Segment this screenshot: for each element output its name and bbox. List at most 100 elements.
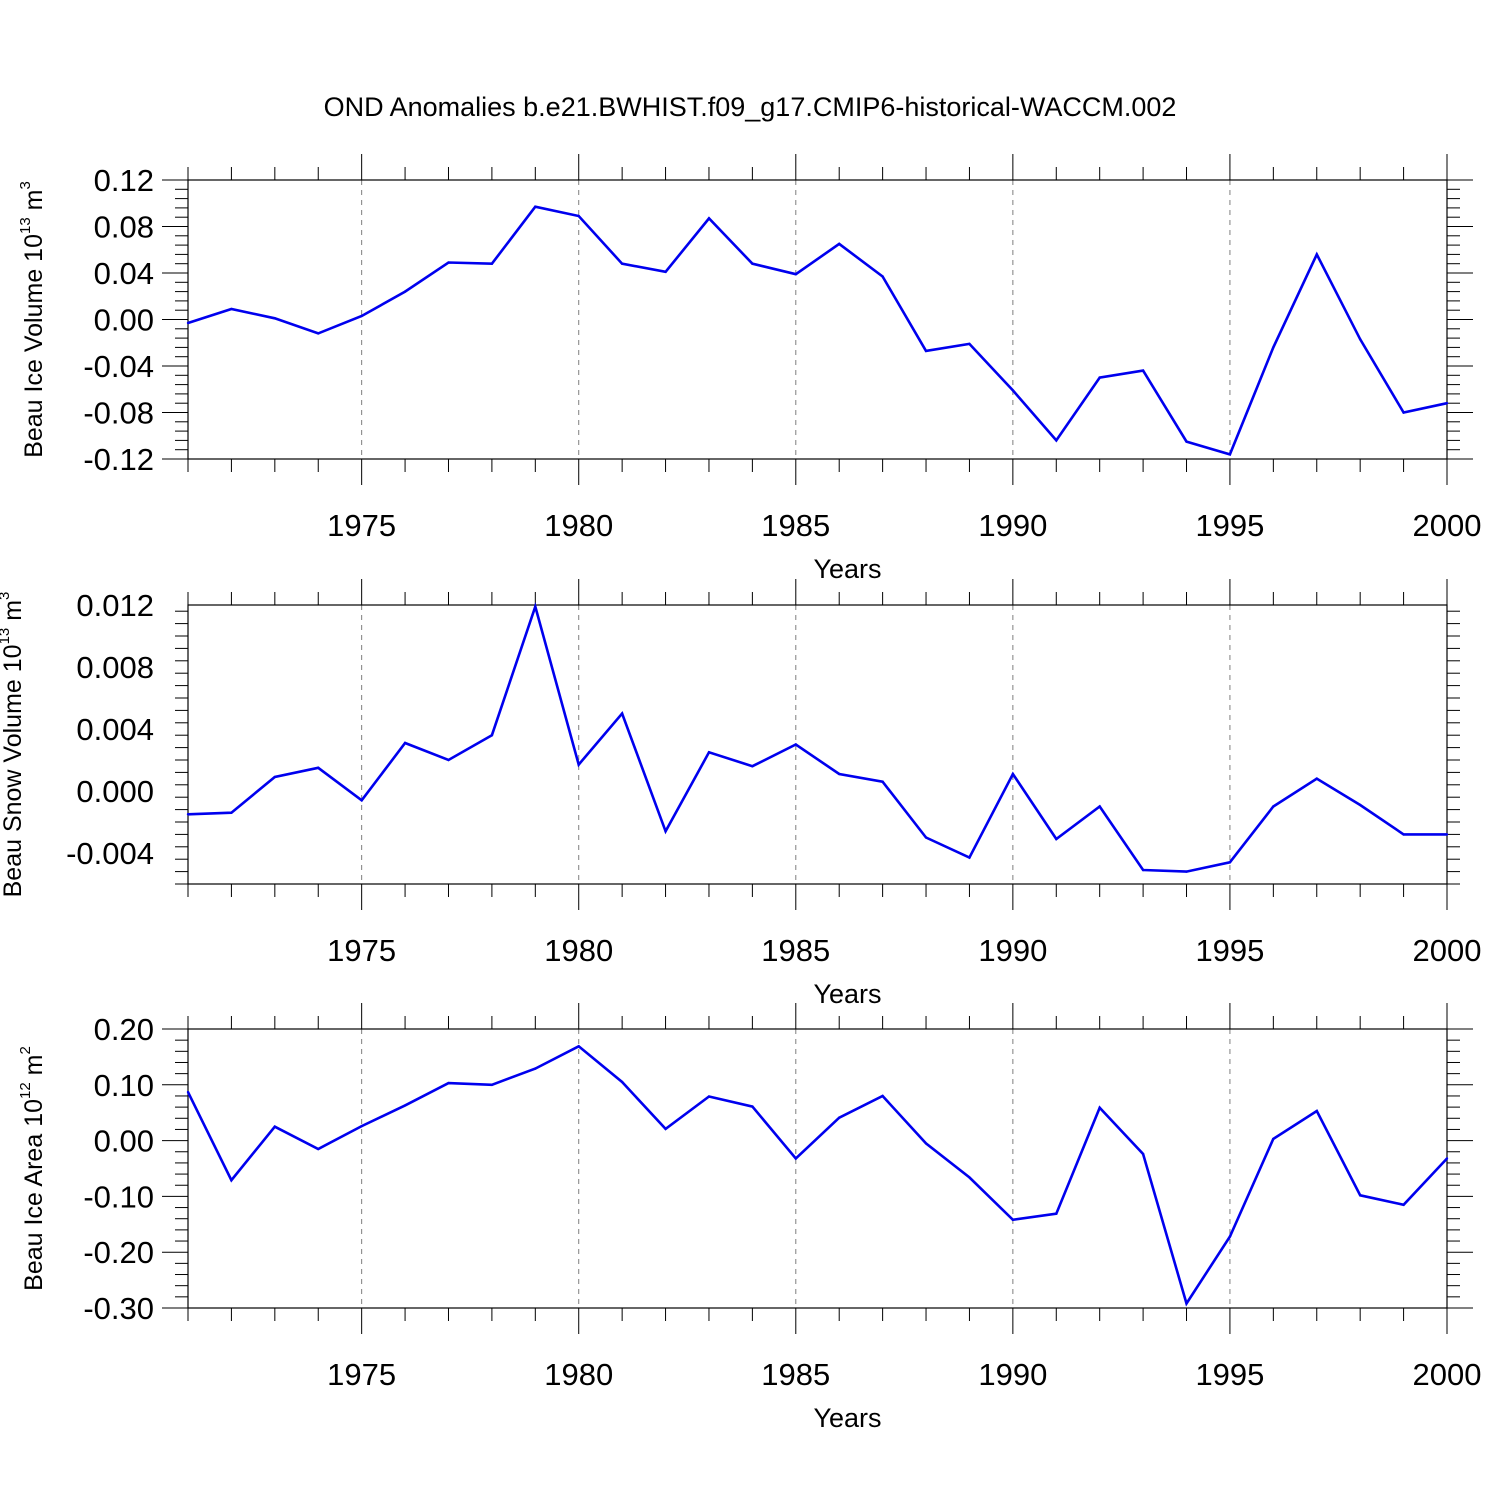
data-point bbox=[230, 811, 233, 814]
y-axis-label-unit: m bbox=[20, 190, 48, 218]
data-point bbox=[360, 799, 363, 802]
data-point bbox=[360, 314, 363, 318]
data-point bbox=[186, 813, 190, 816]
data-point bbox=[1358, 338, 1362, 341]
x-tick-label: 1980 bbox=[544, 933, 613, 968]
data-point bbox=[403, 741, 407, 745]
y-tick-label: 0.012 bbox=[76, 588, 154, 623]
data-point bbox=[794, 1157, 797, 1160]
x-tick-label: 2000 bbox=[1413, 933, 1482, 968]
panel-1: 0.12 0.08 0.04 0.00 -0.04 -0.08 -0.12 1975 1980 1… bbox=[17, 154, 1481, 584]
data-point bbox=[620, 712, 624, 715]
data-point bbox=[751, 1105, 754, 1108]
y-tick-label: -0.004 bbox=[66, 836, 154, 871]
x-tick-label: 1990 bbox=[978, 933, 1047, 968]
series-line bbox=[187, 205, 1448, 456]
y-axis-label: Beau Snow Volume 1013 m3 bbox=[0, 592, 27, 898]
data-point bbox=[1402, 1203, 1405, 1206]
data-point bbox=[1055, 439, 1058, 442]
data-point bbox=[230, 1179, 233, 1182]
y-axis-label-text: Beau Ice Area 10 bbox=[20, 1099, 48, 1291]
data-point bbox=[403, 1104, 407, 1107]
data-point bbox=[447, 261, 450, 264]
y-tick-label: 0.00 bbox=[94, 1124, 154, 1159]
data-point bbox=[1098, 376, 1101, 379]
data-point bbox=[490, 1083, 494, 1087]
data-point bbox=[490, 262, 494, 265]
data-point bbox=[1445, 402, 1449, 405]
data-point bbox=[1185, 1302, 1188, 1305]
data-point bbox=[751, 765, 754, 768]
series-line bbox=[186, 1044, 1448, 1307]
data-point bbox=[1272, 346, 1275, 349]
data-point bbox=[1402, 833, 1405, 836]
x-tick-label: 1980 bbox=[544, 1357, 613, 1392]
y-axis-label-exponent: 12 bbox=[17, 1082, 34, 1099]
y-tick-label: 0.10 bbox=[94, 1068, 154, 1103]
data-point bbox=[1402, 411, 1405, 414]
data-point bbox=[664, 270, 667, 274]
data-point bbox=[707, 217, 711, 220]
figure-title: OND Anomalies b.e21.BWHIST.f09_g17.CMIP6… bbox=[324, 92, 1177, 122]
y-axis-label-unit-exponent: 2 bbox=[17, 1046, 34, 1054]
x-axis-label: Years bbox=[813, 554, 881, 584]
data-point bbox=[1098, 805, 1101, 808]
data-point bbox=[1228, 1235, 1232, 1238]
y-tick-label: 0.004 bbox=[76, 712, 154, 747]
data-point bbox=[273, 1125, 277, 1128]
data-point bbox=[1358, 803, 1362, 807]
data-point bbox=[1445, 833, 1449, 836]
y-tick-label: 0.000 bbox=[76, 774, 154, 809]
data-point bbox=[1272, 1137, 1275, 1141]
data-point bbox=[447, 758, 450, 762]
x-tick-label: 1995 bbox=[1195, 1357, 1264, 1392]
y-tick-label: -0.08 bbox=[83, 396, 154, 431]
x-tick-label: 1975 bbox=[327, 508, 396, 543]
data-point bbox=[1228, 453, 1232, 456]
y-tick-label: -0.12 bbox=[83, 442, 154, 477]
data-point bbox=[838, 242, 841, 246]
data-point bbox=[1098, 1106, 1101, 1109]
x-axis-label: Years bbox=[813, 979, 881, 1009]
data-point bbox=[186, 321, 190, 325]
data-point bbox=[1445, 1157, 1449, 1160]
data-point bbox=[360, 1124, 363, 1128]
data-point bbox=[534, 605, 537, 608]
panel-3: 0.20 0.10 0.00 -0.10 -0.20 -0.30 1975 1980 1985 1… bbox=[17, 1003, 1481, 1433]
data-point bbox=[924, 836, 928, 839]
y-axis-label-unit-exponent: 3 bbox=[17, 181, 34, 189]
panels: 0.12 0.08 0.04 0.00 -0.04 -0.08 -0.12 1975 1980 1… bbox=[0, 154, 1481, 1433]
data-point bbox=[1315, 253, 1318, 256]
series-line bbox=[187, 602, 1447, 873]
y-tick-label: 0.00 bbox=[94, 303, 154, 338]
x-tick-label: 1995 bbox=[1195, 508, 1264, 543]
y-tick-label: 0.04 bbox=[94, 256, 154, 291]
panel-2: 0.012 0.008 0.004 0.000 -0.004 1975 1980 1985 19… bbox=[0, 579, 1481, 1009]
data-point bbox=[838, 772, 841, 776]
data-point bbox=[968, 856, 971, 859]
data-point bbox=[620, 1080, 624, 1084]
x-tick-label: 1985 bbox=[761, 508, 830, 543]
y-tick-label: -0.20 bbox=[83, 1235, 154, 1270]
data-point bbox=[577, 214, 580, 218]
data-point bbox=[1055, 1212, 1058, 1215]
data-point bbox=[1011, 1218, 1015, 1222]
data-point bbox=[447, 1081, 450, 1085]
data-point bbox=[230, 307, 233, 311]
data-point bbox=[664, 830, 667, 833]
plot-frame bbox=[187, 1028, 1448, 1309]
data-point bbox=[968, 342, 971, 346]
x-tick-label: 1980 bbox=[544, 508, 613, 543]
x-tick-label: 1995 bbox=[1195, 933, 1264, 968]
data-point bbox=[317, 1147, 320, 1151]
data-point bbox=[317, 766, 320, 769]
data-point bbox=[1358, 1194, 1362, 1197]
data-point bbox=[273, 775, 277, 779]
x-tick-label: 1985 bbox=[761, 933, 830, 968]
y-tick-label: 0.08 bbox=[94, 210, 154, 245]
data-point bbox=[838, 1116, 841, 1119]
data-point bbox=[1141, 868, 1145, 872]
data-point bbox=[577, 1045, 580, 1048]
y-tick-label: -0.04 bbox=[83, 349, 154, 384]
